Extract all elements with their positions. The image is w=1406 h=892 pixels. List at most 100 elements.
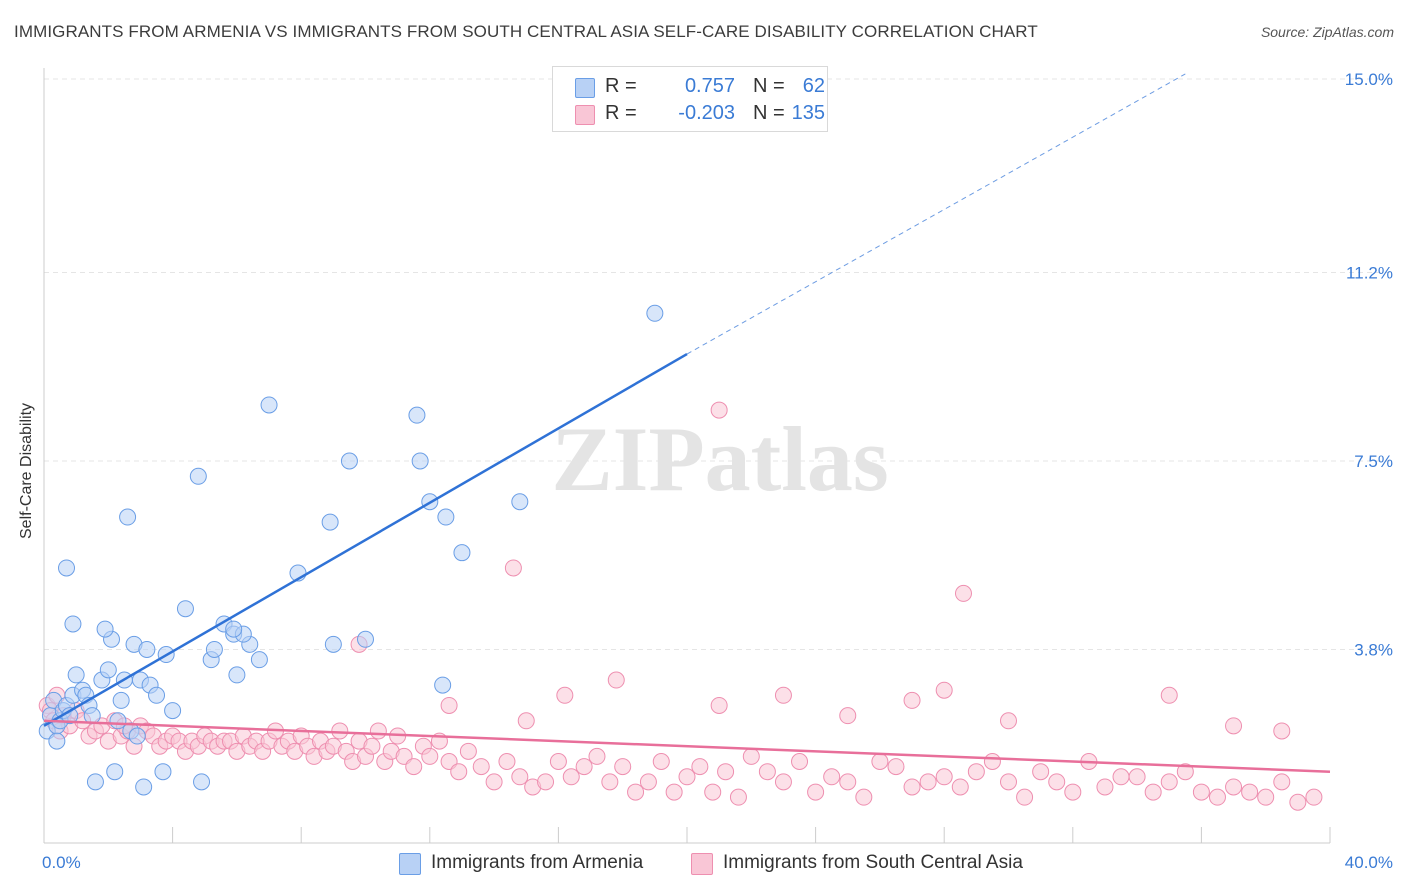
point-south-central-asia-119 bbox=[1273, 773, 1291, 791]
point-armenia-26 bbox=[109, 712, 127, 730]
y-tick-label-3: 15.0% bbox=[1345, 70, 1393, 89]
point-armenia-34 bbox=[164, 702, 182, 720]
point-armenia-60 bbox=[453, 544, 471, 562]
point-south-central-asia-65 bbox=[472, 758, 490, 776]
point-south-central-asia-93 bbox=[855, 788, 873, 806]
point-south-central-asia-124 bbox=[954, 584, 972, 602]
point-armenia-49 bbox=[225, 620, 243, 638]
trend-line-armenia bbox=[43, 352, 688, 727]
point-armenia-40 bbox=[193, 773, 211, 791]
point-armenia-24 bbox=[86, 773, 104, 791]
point-armenia-47 bbox=[250, 651, 268, 669]
point-armenia-35 bbox=[154, 763, 172, 781]
point-south-central-asia-63 bbox=[450, 763, 468, 781]
point-south-central-asia-105 bbox=[1048, 773, 1066, 791]
point-south-central-asia-80 bbox=[665, 783, 683, 801]
point-south-central-asia-122 bbox=[710, 401, 728, 419]
x-tick-label-min: 0.0% bbox=[42, 853, 81, 872]
point-south-central-asia-87 bbox=[758, 763, 776, 781]
chart-source: Source: ZipAtlas.com bbox=[1260, 24, 1394, 40]
point-south-central-asia-97 bbox=[919, 773, 937, 791]
point-south-central-asia-100 bbox=[967, 763, 985, 781]
point-south-central-asia-135 bbox=[1000, 712, 1017, 730]
point-south-central-asia-108 bbox=[1096, 778, 1114, 796]
trend-line-south-central-asia bbox=[43, 719, 1331, 773]
point-armenia-32 bbox=[148, 686, 166, 704]
point-south-central-asia-101 bbox=[983, 753, 1001, 771]
point-armenia-9 bbox=[48, 732, 66, 750]
point-armenia-39 bbox=[189, 467, 207, 485]
point-south-central-asia-77 bbox=[627, 783, 645, 801]
point-south-central-asia-64 bbox=[459, 742, 477, 760]
point-armenia-31 bbox=[138, 640, 156, 658]
point-south-central-asia-82 bbox=[691, 758, 709, 776]
point-armenia-50 bbox=[260, 396, 278, 414]
y-axis-label-text: Self-Care Disability bbox=[18, 402, 35, 539]
point-south-central-asia-76 bbox=[614, 758, 632, 776]
point-south-central-asia-134 bbox=[935, 681, 953, 699]
point-south-central-asia-116 bbox=[1225, 778, 1243, 796]
point-south-central-asia-109 bbox=[1112, 768, 1130, 786]
point-armenia-52 bbox=[321, 513, 339, 531]
point-south-central-asia-131 bbox=[774, 686, 792, 704]
y-tick-label-0: 3.8% bbox=[1354, 640, 1393, 659]
point-south-central-asia-84 bbox=[717, 763, 735, 781]
x-tick-label-max: 40.0% bbox=[1345, 853, 1393, 872]
point-armenia-18 bbox=[99, 661, 117, 679]
point-south-central-asia-130 bbox=[710, 696, 728, 714]
correlation-legend: R = 0.757 N = 62 R = -0.203 N = 135 bbox=[552, 66, 828, 132]
point-south-central-asia-120 bbox=[1289, 793, 1307, 811]
point-south-central-asia-137 bbox=[1225, 717, 1243, 735]
point-south-central-asia-129 bbox=[607, 671, 625, 689]
point-south-central-asia-126 bbox=[440, 696, 458, 714]
point-south-central-asia-91 bbox=[823, 768, 841, 786]
point-south-central-asia-128 bbox=[556, 686, 574, 704]
legend-r-value: 0.757 bbox=[684, 75, 735, 97]
y-tick-label-1: 7.5% bbox=[1354, 452, 1393, 471]
point-south-central-asia-106 bbox=[1064, 783, 1082, 801]
point-armenia-10 bbox=[58, 559, 76, 577]
point-south-central-asia-73 bbox=[575, 758, 593, 776]
legend-n-label: N = bbox=[753, 102, 785, 124]
point-armenia-25 bbox=[96, 620, 114, 638]
point-south-central-asia-60 bbox=[421, 747, 439, 765]
point-armenia-22 bbox=[128, 727, 146, 745]
point-south-central-asia-121 bbox=[1305, 788, 1323, 806]
point-south-central-asia-117 bbox=[1241, 783, 1259, 801]
point-armenia-63 bbox=[434, 676, 452, 694]
point-south-central-asia-79 bbox=[652, 753, 670, 771]
point-south-central-asia-86 bbox=[742, 747, 760, 765]
grid-lines bbox=[44, 78, 1392, 650]
point-south-central-asia-132 bbox=[839, 707, 857, 725]
point-south-central-asia-115 bbox=[1208, 788, 1226, 806]
point-south-central-asia-58 bbox=[405, 758, 423, 776]
point-south-central-asia-111 bbox=[1144, 783, 1162, 801]
point-south-central-asia-53 bbox=[369, 722, 387, 740]
point-south-central-asia-88 bbox=[774, 773, 792, 791]
point-south-central-asia-118 bbox=[1257, 788, 1275, 806]
point-armenia-12 bbox=[67, 666, 85, 684]
point-south-central-asia-47 bbox=[331, 722, 349, 740]
bottom-legend-swatch-south-central-asia bbox=[691, 853, 713, 875]
point-south-central-asia-112 bbox=[1160, 773, 1178, 791]
bottom-legend-label-south-central-asia: Immigrants from South Central Asia bbox=[723, 852, 1023, 873]
point-armenia-57 bbox=[411, 452, 429, 470]
point-armenia-11 bbox=[64, 615, 82, 633]
point-south-central-asia-70 bbox=[537, 773, 555, 791]
point-south-central-asia-90 bbox=[807, 783, 825, 801]
legend-r-label: R = bbox=[605, 102, 637, 124]
chart-title: IMMIGRANTS FROM ARMENIA VS IMMIGRANTS FR… bbox=[14, 22, 1038, 41]
x-tick-labels: 0.0% 40.0% bbox=[42, 853, 1393, 872]
point-armenia-44 bbox=[228, 666, 246, 684]
legend-n-value: 62 bbox=[802, 75, 825, 97]
point-armenia-36 bbox=[135, 778, 153, 796]
legend-r-value: -0.203 bbox=[678, 102, 735, 124]
point-south-central-asia-67 bbox=[498, 753, 516, 771]
point-south-central-asia-133 bbox=[903, 691, 921, 709]
legend-r-label: R = bbox=[605, 75, 637, 97]
legend-n-value: 135 bbox=[791, 102, 825, 124]
legend-swatch-south-central-asia bbox=[575, 105, 595, 125]
point-south-central-asia-104 bbox=[1032, 763, 1050, 781]
point-south-central-asia-68 bbox=[511, 768, 529, 786]
point-south-central-asia-74 bbox=[588, 747, 606, 765]
